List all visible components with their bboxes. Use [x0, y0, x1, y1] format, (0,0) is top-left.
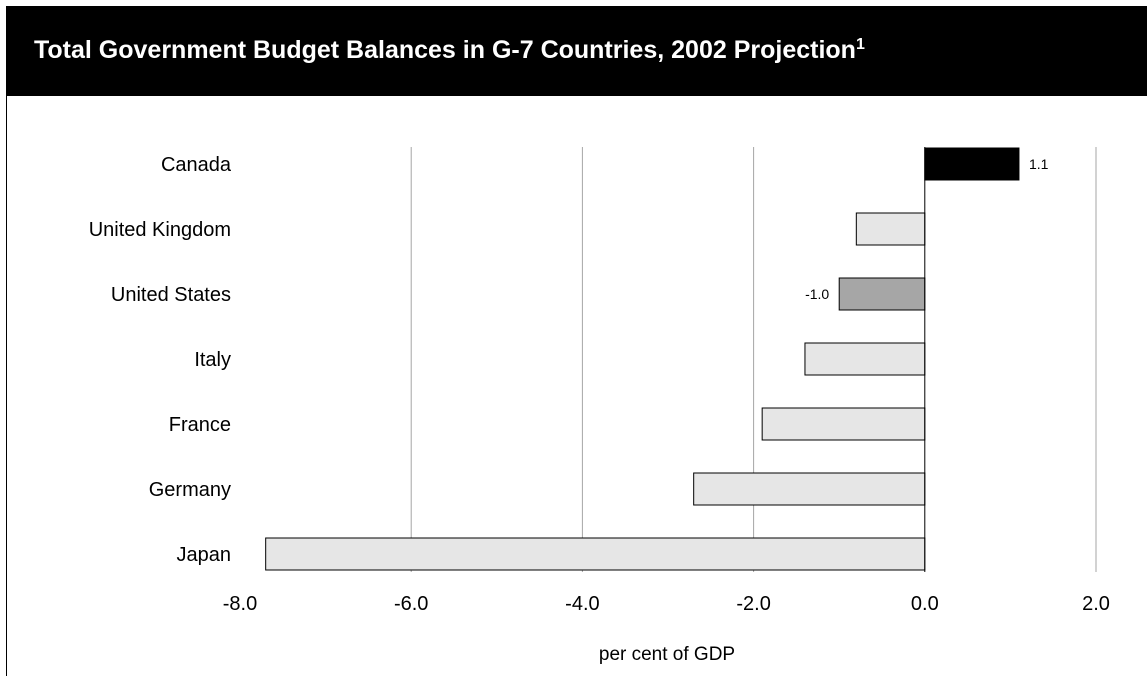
x-tick-label: 0.0 — [911, 593, 939, 615]
bars — [265, 147, 1020, 572]
category-label: Italy — [194, 349, 231, 371]
title-banner: Total Government Budget Balances in G-7 … — [6, 6, 1147, 96]
x-tick-label: -4.0 — [565, 593, 599, 615]
chart-title: Total Government Budget Balances in G-7 … — [34, 36, 865, 65]
x-tick-label: -8.0 — [223, 593, 257, 615]
category-label: United Kingdom — [89, 219, 231, 241]
bar-france — [761, 407, 926, 441]
bar-united-kingdom — [855, 212, 926, 246]
category-label: Germany — [149, 479, 231, 501]
bar-italy — [804, 342, 926, 376]
gridlines — [410, 147, 1097, 572]
x-tick-label: -6.0 — [394, 593, 428, 615]
category-label: France — [169, 414, 231, 436]
chart-title-text: Total Government Budget Balances in G-7 … — [34, 36, 856, 64]
data-label: 1.1 — [1029, 156, 1049, 172]
bar-germany — [693, 472, 926, 506]
category-label: United States — [111, 284, 231, 306]
x-tick-label: 2.0 — [1082, 593, 1110, 615]
bar-united-states — [838, 277, 926, 311]
category-label: Canada — [161, 154, 232, 176]
category-label: Japan — [177, 544, 232, 566]
data-label: -1.0 — [805, 286, 829, 302]
bar-japan — [265, 537, 926, 571]
bar-canada — [924, 147, 1020, 181]
labels: -8.0 -6.0 -4.0 -2.0 0.0 2.0 Canada 1.1 United Ki… — [89, 154, 1110, 615]
title-footnote-marker: 1 — [855, 36, 865, 53]
frame-left-rule — [6, 96, 7, 676]
x-tick-label: -2.0 — [736, 593, 770, 615]
x-axis-title: per cent of GDP — [599, 644, 735, 665]
